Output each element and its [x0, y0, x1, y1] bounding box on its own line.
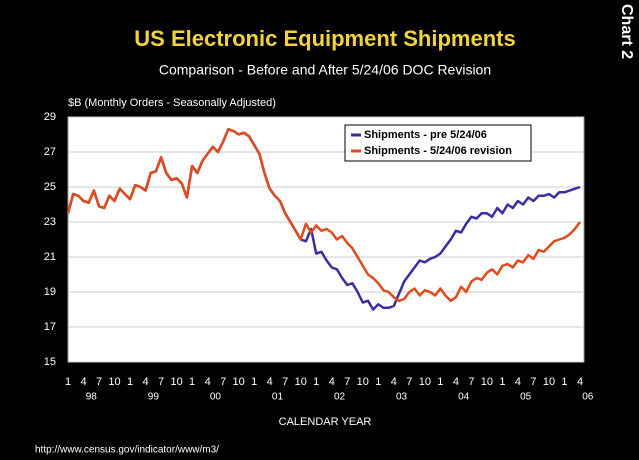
y-tick-label: 29	[44, 111, 56, 123]
x-tick-label: 4	[453, 376, 459, 388]
y-tick-label: 23	[44, 216, 56, 228]
side-label: Chart 2	[618, 4, 635, 59]
x-tick-label: 4	[515, 376, 521, 388]
x-tick-label: 7	[530, 376, 536, 388]
x-tick-label: 1	[127, 376, 133, 388]
x-group-label: 98	[86, 392, 98, 403]
x-tick-label: 4	[80, 376, 86, 388]
x-tick-label: 1	[437, 376, 443, 388]
footer-url: http://www.census.gov/indicator/www/m3/	[35, 445, 219, 456]
chart-title: US Electronic Equipment Shipments	[134, 26, 515, 51]
x-group-label: 99	[148, 392, 160, 403]
x-tick-label: 4	[577, 376, 583, 388]
x-group-label: 00	[210, 392, 222, 403]
x-tick-label: 10	[108, 376, 120, 388]
y-tick-label: 21	[44, 251, 56, 263]
x-tick-label: 10	[233, 376, 245, 388]
legend-box	[344, 124, 532, 162]
x-tick-label: 10	[170, 376, 182, 388]
x-tick-label: 7	[96, 376, 102, 388]
x-tick-label: 7	[282, 376, 288, 388]
x-tick-label: 1	[499, 376, 505, 388]
x-group-label: 05	[520, 392, 532, 403]
line-series	[66, 127, 582, 303]
x-tick-label: 10	[543, 376, 555, 388]
x-tick-label: 7	[406, 376, 412, 388]
x-tick-label: 10	[357, 376, 369, 388]
x-group-label: 04	[458, 392, 470, 403]
x-tick-label: 7	[158, 376, 164, 388]
x-axis-label: CALENDAR YEAR	[279, 416, 372, 428]
x-tick-label: 4	[205, 376, 211, 388]
x-tick-label: 10	[295, 376, 307, 388]
x-group-label: 02	[334, 392, 346, 403]
y-tick-label: 19	[44, 286, 56, 298]
x-tick-label: 1	[375, 376, 381, 388]
y-tick-label: 17	[44, 321, 56, 333]
x-tick-label: 1	[561, 376, 567, 388]
x-tick-label: 10	[481, 376, 493, 388]
legend-label: Shipments - 5/24/06 revision	[364, 145, 512, 157]
x-tick-label: 4	[143, 376, 149, 388]
x-tick-label: 7	[468, 376, 474, 388]
y-tick-label: 15	[44, 356, 56, 368]
x-group-label: 03	[396, 392, 408, 403]
y-axis-label: $B (Monthly Orders - Seasonally Adjusted…	[68, 97, 276, 109]
chart-subtitle: Comparison - Before and After 5/24/06 DO…	[159, 62, 491, 78]
legend-label: Shipments - pre 5/24/06	[364, 129, 487, 141]
x-tick-label: 4	[329, 376, 335, 388]
x-tick-label: 7	[344, 376, 350, 388]
y-tick-label: 27	[44, 146, 56, 158]
x-tick-label: 7	[220, 376, 226, 388]
x-tick-label: 1	[65, 376, 71, 388]
x-group-label: 01	[272, 392, 284, 403]
x-group-label: 06	[582, 392, 594, 403]
x-tick-label: 10	[419, 376, 431, 388]
y-tick-label: 25	[44, 181, 56, 193]
x-tick-label: 1	[313, 376, 319, 388]
x-tick-label: 4	[391, 376, 397, 388]
x-tick-label: 4	[267, 376, 273, 388]
x-tick-label: 1	[189, 376, 195, 388]
x-tick-label: 1	[251, 376, 257, 388]
